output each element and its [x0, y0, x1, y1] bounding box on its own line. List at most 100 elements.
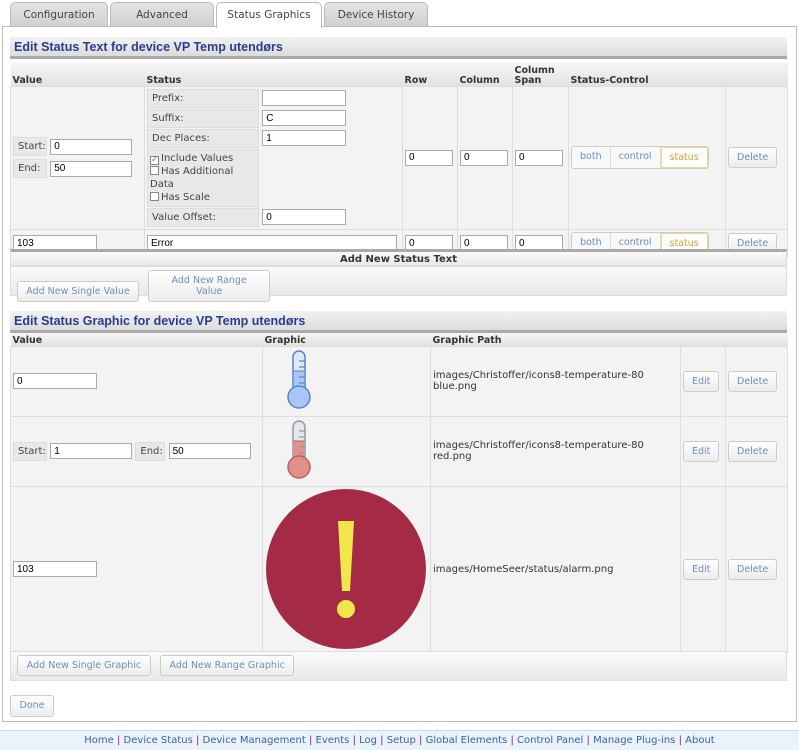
end-label: End: — [13, 159, 47, 178]
suffix-input[interactable] — [262, 110, 347, 126]
include-values-label: Include Values — [161, 152, 234, 164]
control-button[interactable]: control — [610, 232, 661, 254]
separator: | — [113, 735, 124, 746]
delete-button[interactable]: Delete — [728, 147, 778, 168]
tab-advanced[interactable]: Advanced — [110, 2, 214, 27]
header-value: Value — [10, 62, 145, 86]
start-label: Start: — [13, 137, 47, 156]
both-button[interactable]: both — [572, 232, 611, 254]
alarm-icon — [266, 488, 426, 649]
edit-button[interactable]: Edit — [683, 558, 720, 580]
checkmark-icon: ✓ — [150, 154, 159, 165]
table-row: images/Christoffer/icons8-temperature-80… — [10, 345, 788, 417]
add-new-single-graphic-button[interactable]: Add New Single Graphic — [17, 655, 151, 676]
delete-button[interactable]: Delete — [728, 232, 778, 254]
has-scale-label: Has Scale — [161, 191, 210, 203]
footer-link-setup[interactable]: Setup — [386, 735, 416, 746]
column-input[interactable] — [460, 235, 508, 251]
footer-link-device-management[interactable]: Device Management — [202, 735, 306, 746]
table-row: Start: End: Prefix: Suffix: Dec Places: … — [10, 85, 788, 230]
prefix-label: Prefix: — [147, 88, 259, 108]
status-control-toggle: both control status — [571, 146, 709, 169]
both-button[interactable]: both — [572, 147, 611, 168]
tab-configuration[interactable]: Configuration — [10, 2, 108, 27]
thermometer-blue-icon — [287, 349, 311, 409]
separator: | — [349, 735, 360, 746]
tab-status-graphics[interactable]: Status Graphics — [216, 2, 322, 28]
thermometer-red-icon — [287, 419, 311, 479]
footer-link-manage-plug-ins[interactable]: Manage Plug-ins — [593, 735, 676, 746]
footer-nav: Home | Device Status | Device Management… — [0, 730, 799, 750]
separator: | — [675, 735, 686, 746]
separator: | — [507, 735, 518, 746]
value-offset-input[interactable] — [262, 209, 347, 225]
footer-link-device-status[interactable]: Device Status — [123, 735, 193, 746]
suffix-label: Suffix: — [147, 108, 259, 128]
add-new-single-value-button[interactable]: Add New Single Value — [17, 281, 139, 302]
graphic-path: images/Christoffer/icons8-temperature-80… — [430, 415, 681, 487]
separator: | — [192, 735, 203, 746]
footer-link-control-panel[interactable]: Control Panel — [517, 735, 584, 746]
column-span-input[interactable] — [515, 149, 563, 166]
done-button[interactable]: Done — [10, 695, 54, 717]
add-status-text-header: Add New Status Text — [10, 249, 787, 266]
graphic-path: images/HomeSeer/status/alarm.png — [430, 485, 681, 653]
delete-button[interactable]: Delete — [728, 558, 778, 580]
content-frame — [2, 26, 797, 722]
edit-button[interactable]: Edit — [683, 370, 720, 392]
status-text-title: Edit Status Text for device VP Temp uten… — [10, 37, 787, 59]
control-button[interactable]: control — [610, 147, 661, 168]
end-input[interactable] — [50, 160, 133, 177]
column-span-input[interactable] — [515, 235, 563, 251]
separator: | — [415, 735, 426, 746]
dec-places-input[interactable] — [262, 130, 347, 146]
has-additional-data-checkbox[interactable]: Has Additional Data — [150, 165, 256, 191]
table-row: Start: End: images/Christoffer/icons8-te… — [10, 415, 788, 487]
footer-link-events[interactable]: Events — [315, 735, 350, 746]
footer-link-home[interactable]: Home — [84, 735, 114, 746]
header-column: Column — [457, 62, 513, 86]
separator: | — [583, 735, 594, 746]
separator: | — [377, 735, 387, 746]
status-graphic-title: Edit Status Graphic for device VP Temp u… — [10, 311, 787, 333]
graphic-path: images/Christoffer/icons8-temperature-80… — [430, 345, 681, 417]
header-status-control: Status-Control — [568, 62, 726, 86]
start-label: Start: — [13, 441, 47, 461]
row-input[interactable] — [405, 149, 453, 166]
has-scale-checkbox[interactable]: Has Scale — [150, 191, 256, 204]
has-additional-label: Has Additional Data — [150, 165, 234, 190]
end-input[interactable] — [168, 443, 251, 459]
value-input[interactable] — [13, 561, 97, 577]
header-graphic: Graphic — [262, 333, 431, 346]
header-graphic-path: Graphic Path — [430, 333, 681, 346]
start-input[interactable] — [50, 138, 133, 155]
value-offset-label: Value Offset: — [147, 207, 259, 227]
column-input[interactable] — [460, 149, 508, 166]
edit-button[interactable]: Edit — [683, 440, 720, 462]
delete-button[interactable]: Delete — [728, 370, 778, 392]
separator: | — [305, 735, 316, 746]
add-new-range-graphic-button[interactable]: Add New Range Graphic — [160, 655, 295, 676]
include-values-checkbox[interactable]: ✓ Include Values — [150, 152, 256, 165]
end-label: End: — [135, 441, 166, 461]
header-row: Row — [402, 62, 458, 86]
delete-button[interactable]: Delete — [728, 440, 778, 462]
footer-link-log[interactable]: Log — [359, 735, 377, 746]
header-column-span: Column Span — [512, 62, 569, 86]
status-graphic-table: Value Graphic Graphic Path images/Christ… — [10, 333, 788, 653]
table-row: images/HomeSeer/status/alarm.png Edit De… — [10, 485, 788, 653]
tab-device-history[interactable]: Device History — [324, 2, 428, 27]
dec-places-label: Dec Places: — [147, 128, 259, 148]
prefix-input[interactable] — [262, 90, 347, 106]
header-value: Value — [10, 333, 263, 346]
status-control-toggle: both control status — [571, 231, 709, 255]
footer-link-global-elements[interactable]: Global Elements — [425, 735, 508, 746]
status-text-table: Value Status Row Column Column Span Stat… — [10, 62, 788, 258]
start-input[interactable] — [50, 443, 133, 459]
value-input[interactable] — [13, 373, 97, 389]
header-status: Status — [144, 62, 403, 86]
add-new-range-value-button[interactable]: Add New Range Value — [148, 270, 271, 302]
footer-link-about[interactable]: About — [685, 735, 715, 746]
status-button[interactable]: status — [660, 147, 708, 168]
